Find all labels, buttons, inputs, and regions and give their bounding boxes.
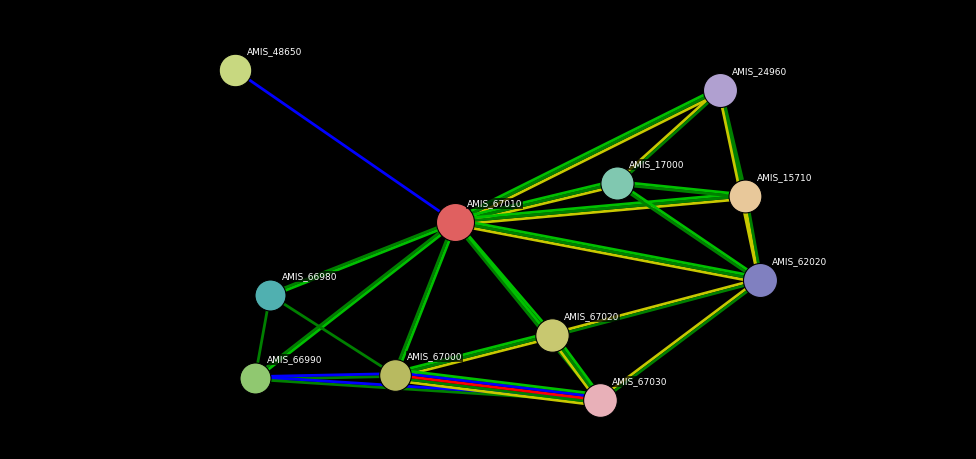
Text: AMIS_66990: AMIS_66990: [266, 355, 322, 364]
Point: [447, 218, 463, 226]
Point: [227, 67, 243, 74]
Point: [545, 331, 560, 339]
Text: AMIS_66980: AMIS_66980: [282, 272, 338, 281]
Text: AMIS_24960: AMIS_24960: [732, 67, 787, 76]
Point: [737, 192, 752, 200]
Text: AMIS_67030: AMIS_67030: [612, 377, 668, 386]
Point: [752, 276, 768, 284]
Text: AMIS_48650: AMIS_48650: [247, 47, 303, 56]
Text: AMIS_67020: AMIS_67020: [564, 312, 619, 321]
Text: AMIS_17000: AMIS_17000: [629, 160, 684, 169]
Point: [592, 396, 608, 403]
Point: [247, 375, 263, 382]
Point: [609, 179, 625, 187]
Point: [263, 291, 278, 299]
Point: [712, 86, 728, 94]
Text: AMIS_67000: AMIS_67000: [407, 352, 463, 361]
Point: [387, 371, 403, 379]
Text: AMIS_15710: AMIS_15710: [756, 173, 812, 182]
Text: AMIS_67010: AMIS_67010: [467, 199, 522, 208]
Text: AMIS_62020: AMIS_62020: [772, 257, 827, 266]
